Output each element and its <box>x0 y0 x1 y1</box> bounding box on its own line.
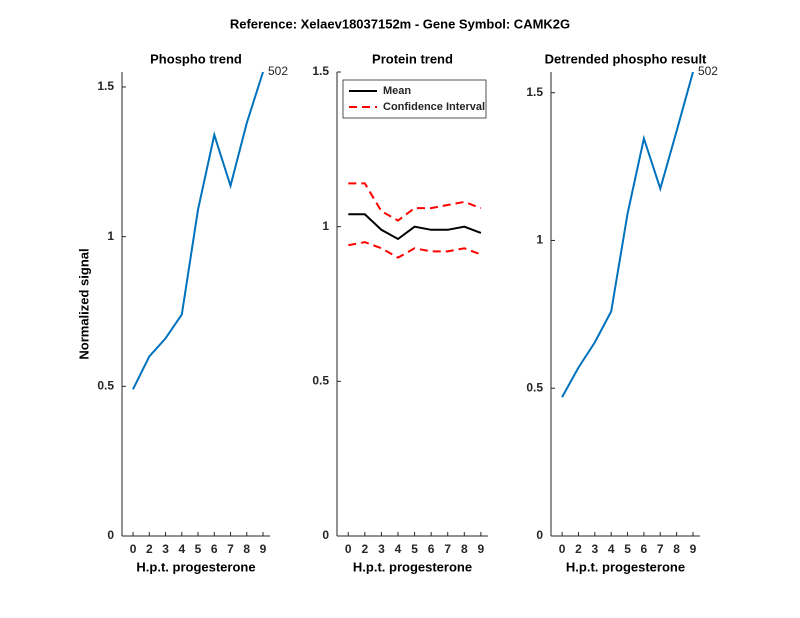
x-tick-label: 3 <box>378 542 385 556</box>
subplot-title: Detrended phospho result <box>545 51 707 66</box>
legend-label: Confidence Interval <box>383 101 485 113</box>
x-tick-label: 0 <box>559 542 566 556</box>
x-axis-label: H.p.t. progesterone <box>566 559 685 574</box>
data-line <box>132 71 264 390</box>
x-axis-label: H.p.t. progesterone <box>353 559 472 574</box>
x-tick-label: 7 <box>657 542 664 556</box>
y-tick-label: 1.5 <box>526 85 543 99</box>
x-tick-label: 7 <box>444 542 451 556</box>
x-tick-label: 8 <box>673 542 680 556</box>
x-tick-label: 9 <box>690 542 697 556</box>
x-tick-label: 5 <box>195 542 202 556</box>
y-tick-label: 0.5 <box>97 378 114 392</box>
data-line <box>561 71 694 398</box>
x-tick-label: 6 <box>641 542 648 556</box>
y-axis-label: Normalized signal <box>76 248 91 359</box>
data-line <box>348 241 482 259</box>
x-tick-label: 3 <box>162 542 169 556</box>
y-tick-label: 0.5 <box>312 374 329 388</box>
figure-title: Reference: Xelaev18037152m - Gene Symbol… <box>230 16 570 31</box>
x-tick-label: 2 <box>575 542 582 556</box>
x-tick-label: 2 <box>146 542 153 556</box>
subplot-title: Protein trend <box>372 51 453 66</box>
x-axis-label: H.p.t. progesterone <box>136 559 255 574</box>
x-tick-label: 6 <box>211 542 218 556</box>
y-tick-label: 0 <box>536 528 543 542</box>
y-tick-label: 1 <box>322 219 329 233</box>
annotation: 502 <box>268 64 288 78</box>
y-tick-label: 0.5 <box>526 380 543 394</box>
x-tick-label: 9 <box>478 542 485 556</box>
x-tick-label: 9 <box>260 542 267 556</box>
x-tick-label: 4 <box>178 542 185 556</box>
x-tick-label: 8 <box>243 542 250 556</box>
legend-box <box>342 79 487 119</box>
x-tick-label: 5 <box>411 542 418 556</box>
y-tick-label: 1.5 <box>312 64 329 78</box>
x-tick-label: 8 <box>461 542 468 556</box>
y-tick-label: 0 <box>322 528 329 542</box>
data-line <box>348 213 482 241</box>
x-tick-label: 6 <box>428 542 435 556</box>
x-tick-label: 0 <box>345 542 352 556</box>
subplot-title: Phospho trend <box>150 51 242 66</box>
x-tick-label: 2 <box>362 542 369 556</box>
y-tick-label: 1 <box>107 229 114 243</box>
y-tick-label: 1.5 <box>97 79 114 93</box>
x-tick-label: 4 <box>395 542 402 556</box>
x-tick-label: 5 <box>624 542 631 556</box>
y-tick-label: 1 <box>536 233 543 247</box>
x-tick-label: 0 <box>130 542 137 556</box>
annotation: 502 <box>698 64 718 78</box>
x-tick-label: 4 <box>608 542 615 556</box>
y-tick-label: 0 <box>107 528 114 542</box>
legend-label: Mean <box>383 85 411 97</box>
x-tick-label: 3 <box>591 542 598 556</box>
x-tick-label: 7 <box>227 542 234 556</box>
data-line <box>348 182 482 222</box>
